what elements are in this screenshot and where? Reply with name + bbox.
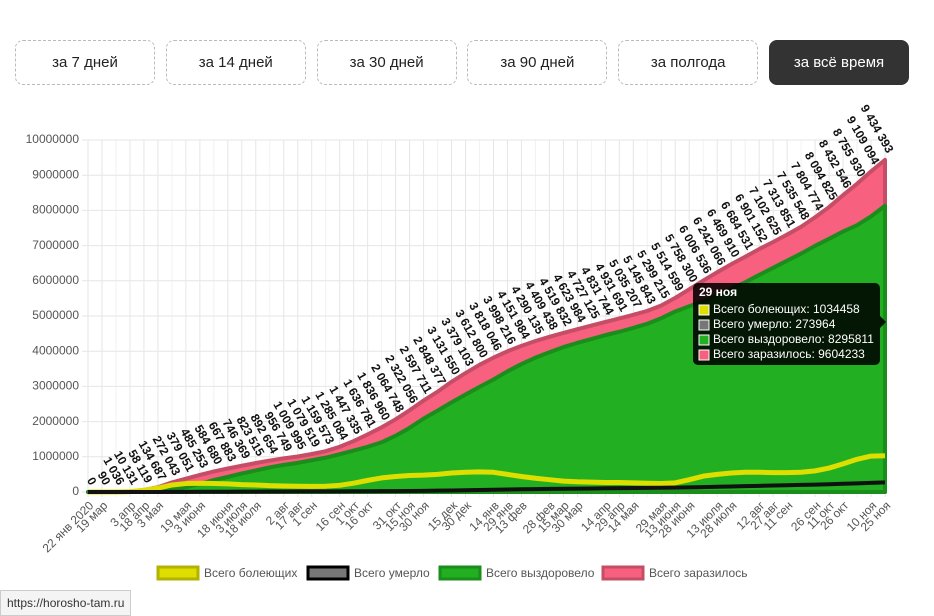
- y-tick-label: 3000000: [32, 379, 79, 393]
- period-button[interactable]: за 30 дней: [316, 40, 457, 85]
- line: [88, 480, 886, 494]
- tooltip-swatch: [698, 319, 710, 331]
- tooltip-box: [693, 283, 880, 365]
- y-tick-label: 7000000: [32, 238, 79, 252]
- tooltip-item: Всего заразилось: 9604233: [713, 347, 865, 361]
- period-button[interactable]: за полгода: [618, 40, 759, 85]
- legend-label: Всего выздоровело: [486, 566, 595, 580]
- period-button[interactable]: за 7 дней: [15, 40, 155, 85]
- y-tick-label: 8000000: [32, 203, 79, 217]
- legend-label: Всего умерло: [354, 566, 430, 580]
- legend-swatch: [438, 565, 482, 581]
- y-tick-label: 2000000: [32, 414, 79, 428]
- tooltip-item: Всего выздоровело: 8295811: [713, 332, 874, 346]
- tooltip-title: 29 ноя: [699, 285, 737, 299]
- tooltip-swatch: [698, 304, 710, 316]
- status-url: https://horosho-tam.ru: [0, 590, 132, 616]
- legend-label: Всего болеющих: [204, 566, 297, 580]
- legend-swatch: [156, 565, 200, 581]
- period-button[interactable]: за 90 дней: [467, 40, 608, 85]
- legend-swatch: [306, 565, 350, 581]
- tooltip-item: Всего болеющих: 1034458: [713, 302, 860, 316]
- y-tick-label: 4000000: [32, 343, 79, 357]
- y-tick-label: 9000000: [32, 167, 79, 181]
- line: [87, 453, 886, 495]
- y-tick-label: 1000000: [32, 449, 79, 463]
- area: [86, 203, 887, 494]
- y-tick-label: 6000000: [32, 273, 79, 287]
- period-button[interactable]: за 14 дней: [165, 40, 306, 85]
- tooltip-caret: [880, 316, 886, 328]
- period-button[interactable]: за всё время: [769, 40, 909, 85]
- y-tick-label: 5000000: [32, 308, 79, 322]
- data-label: 90: [95, 469, 114, 488]
- tooltip-item: Всего умерло: 273964: [713, 317, 836, 331]
- tooltip-swatch: [698, 334, 710, 346]
- tooltip-swatch: [698, 349, 710, 361]
- y-tick-label: 10000000: [26, 132, 80, 146]
- y-tick-label: 0: [72, 484, 79, 498]
- legend-label: Всего заразилось: [649, 566, 747, 580]
- legend-swatch: [601, 565, 645, 581]
